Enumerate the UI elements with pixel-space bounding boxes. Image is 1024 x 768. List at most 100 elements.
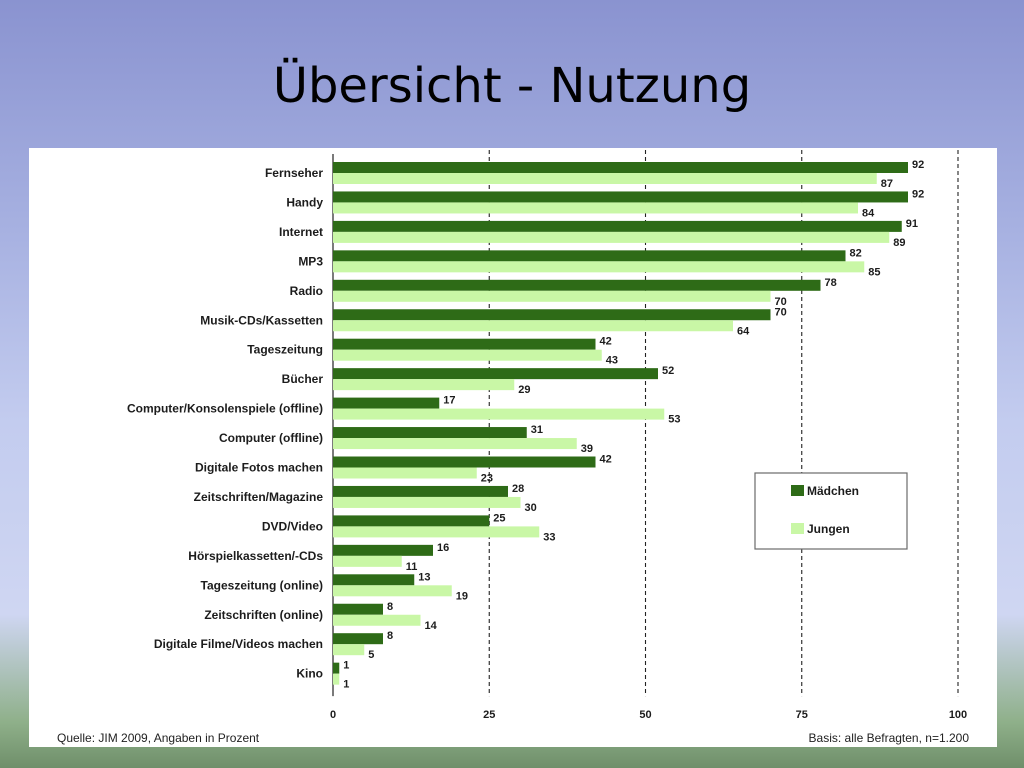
x-tick-label-100: 100	[949, 709, 967, 721]
value-label-jungen: 23	[481, 473, 493, 485]
category-labels: Fernseher Handy Internet MP3 Radio Musik-CDs/…	[127, 166, 323, 681]
bar-jungen	[333, 408, 665, 420]
category-label: Hörspielkassetten/-CDs	[188, 549, 323, 563]
legend-label-maedchen: Mädchen	[807, 484, 859, 498]
bar-jungen	[333, 673, 340, 685]
bar-jungen	[333, 585, 452, 597]
chart-legend: Mädchen Jungen	[754, 472, 908, 550]
x-tick-label-75: 75	[796, 709, 808, 721]
value-label-maedchen: 92	[912, 188, 924, 200]
bar-maedchen	[333, 485, 508, 497]
bar-jungen	[333, 526, 540, 538]
category-label: Tageszeitung (online)	[201, 578, 323, 592]
bar-jungen	[333, 320, 733, 332]
value-label-jungen: 11	[406, 561, 418, 573]
bar-maedchen	[333, 633, 383, 645]
legend-box	[754, 472, 908, 550]
value-label-jungen: 29	[518, 384, 530, 396]
bars	[333, 162, 908, 685]
value-label-maedchen: 17	[443, 395, 455, 407]
category-label: Zeitschriften (online)	[204, 608, 323, 622]
slide-title: Übersicht - Nutzung	[272, 58, 752, 114]
category-label: Bücher	[282, 372, 324, 386]
category-label: Computer (offline)	[219, 431, 323, 445]
value-label-maedchen: 25	[493, 512, 505, 524]
bar-maedchen	[333, 603, 383, 615]
bar-jungen	[333, 231, 890, 243]
value-label-maedchen: 91	[906, 218, 918, 230]
bar-jungen	[333, 496, 521, 508]
bar-maedchen	[333, 515, 490, 527]
x-tick-label-0: 0	[330, 709, 336, 721]
chart-panel: Fernseher Handy Internet MP3 Radio Musik-CDs/…	[29, 148, 997, 747]
bar-jungen	[333, 202, 858, 214]
value-label-maedchen: 42	[600, 454, 612, 466]
value-label-jungen: 1	[343, 679, 349, 691]
source-note: Quelle: JIM 2009, Angaben in Prozent	[57, 731, 260, 745]
value-label-maedchen: 78	[825, 277, 837, 289]
value-label-maedchen: 13	[418, 571, 430, 583]
bar-maedchen	[333, 338, 596, 350]
bar-jungen	[333, 555, 402, 567]
bar-maedchen	[333, 427, 527, 439]
value-label-jungen: 64	[737, 325, 750, 337]
x-axis-ticks: 0 25 50 75 100	[330, 709, 967, 721]
bar-jungen	[333, 438, 577, 450]
category-label: Zeitschriften/Magazine	[194, 490, 324, 504]
value-label-maedchen: 8	[387, 630, 393, 642]
bar-maedchen	[333, 309, 771, 321]
value-label-jungen: 84	[862, 207, 875, 219]
value-label-jungen: 70	[775, 296, 787, 308]
category-label: Internet	[279, 225, 323, 239]
x-tick-label-50: 50	[639, 709, 651, 721]
value-label-maedchen: 31	[531, 424, 543, 436]
bar-jungen	[333, 614, 421, 626]
value-label-jungen: 5	[368, 649, 374, 661]
bar-maedchen	[333, 397, 440, 409]
value-label-jungen: 89	[893, 237, 905, 249]
bar-jungen	[333, 349, 602, 361]
legend-swatch-maedchen	[791, 485, 804, 496]
bar-chart: Fernseher Handy Internet MP3 Radio Musik-CDs/…	[57, 150, 969, 745]
bar-maedchen	[333, 662, 340, 674]
value-label-maedchen: 8	[387, 601, 393, 613]
value-label-maedchen: 28	[512, 483, 524, 495]
value-label-maedchen: 52	[662, 365, 674, 377]
bar-jungen	[333, 173, 877, 184]
category-label: Tageszeitung	[247, 343, 323, 357]
category-label: DVD/Video	[262, 519, 323, 533]
value-label-jungen: 19	[456, 590, 468, 602]
category-label: Digitale Fotos machen	[195, 461, 323, 475]
value-label-jungen: 30	[525, 502, 537, 514]
value-labels: 9287928491898285787070644243522917533139…	[343, 159, 924, 691]
category-label: Digitale Filme/Videos machen	[154, 637, 323, 651]
category-label: Radio	[290, 284, 323, 298]
bar-jungen	[333, 290, 771, 302]
category-label: Kino	[296, 667, 323, 681]
category-label: Handy	[286, 195, 323, 209]
bar-maedchen	[333, 191, 908, 203]
value-label-jungen: 43	[606, 355, 618, 367]
category-label: MP3	[298, 254, 323, 268]
value-label-jungen: 33	[543, 531, 555, 543]
value-label-maedchen: 92	[912, 159, 924, 171]
bar-jungen	[333, 379, 515, 391]
value-label-maedchen: 16	[437, 542, 449, 554]
legend-label-jungen: Jungen	[807, 522, 850, 536]
bar-jungen	[333, 467, 477, 479]
category-label: Musik-CDs/Kassetten	[200, 313, 323, 327]
value-label-jungen: 87	[881, 178, 893, 190]
bar-maedchen	[333, 162, 908, 173]
x-tick-label-25: 25	[483, 709, 495, 721]
value-label-maedchen: 70	[775, 306, 787, 318]
value-label-maedchen: 42	[600, 336, 612, 348]
bar-maedchen	[333, 220, 902, 232]
value-label-maedchen: 1	[343, 660, 349, 672]
bar-maedchen	[333, 250, 846, 262]
bar-maedchen	[333, 574, 415, 586]
value-label-jungen: 85	[868, 266, 880, 278]
value-label-jungen: 14	[425, 620, 438, 632]
value-label-jungen: 53	[668, 414, 680, 426]
bar-jungen	[333, 261, 865, 273]
value-label-maedchen: 82	[850, 247, 862, 259]
